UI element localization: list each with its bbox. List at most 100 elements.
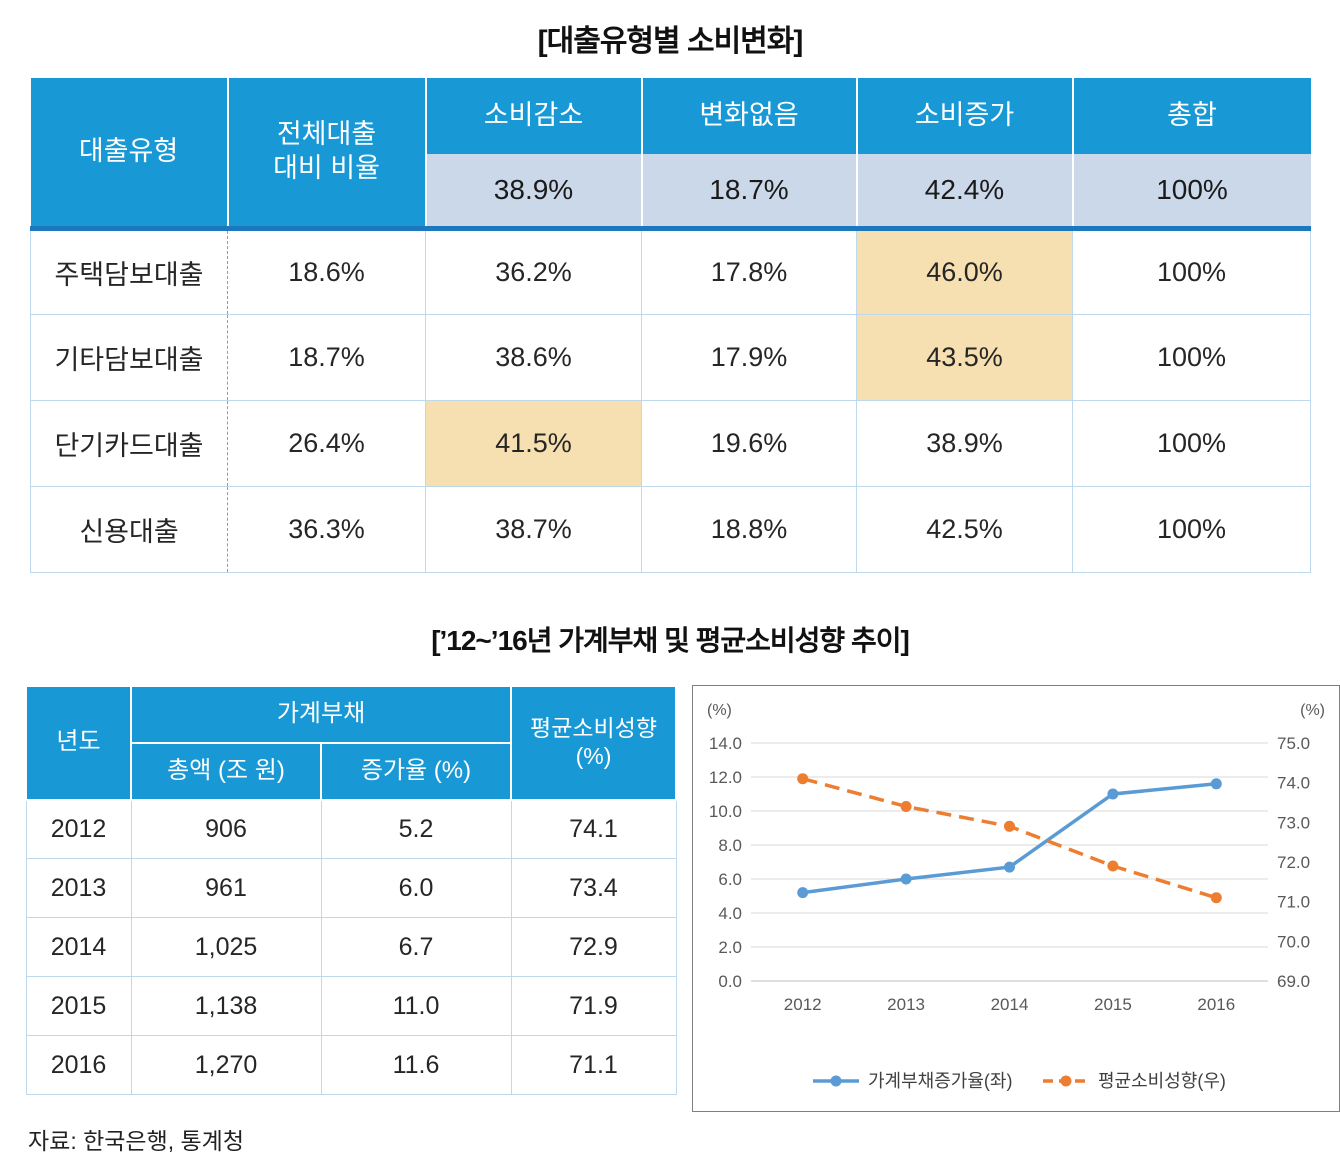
t2-cell: 74.1: [510, 799, 677, 859]
legend-marker-0: [830, 1075, 842, 1086]
t2-col-year: 년도: [25, 684, 132, 801]
t2-col-total: 총액 (조 원): [130, 741, 322, 801]
debt-vs-apc-line-chart: 0.0 2.0 4.0 6.0 8.0 10.0 12.0 14.0 69.0 70.0 71.0 7…: [692, 684, 1340, 1112]
left-axis-tick-label: 2.0: [718, 938, 742, 957]
t1-cell-highlighted: 41.5%: [425, 399, 642, 487]
t2-cell: 72.9: [510, 917, 677, 977]
t1-cell-highlighted: 43.5%: [856, 313, 1073, 401]
t2-cell: 6.0: [320, 858, 512, 918]
t2-cell: 5.2: [320, 799, 512, 859]
t2-cell: 6.7: [320, 917, 512, 977]
t1-overall-total: 100%: [1071, 154, 1311, 231]
t1-row-label: 기타담보대출: [30, 313, 228, 401]
t1-cell: 38.7%: [425, 485, 642, 573]
table-row: 단기카드대출 26.4% 41.5% 19.6% 38.9% 100%: [30, 399, 1311, 487]
t1-cell: 100%: [1072, 485, 1311, 573]
x-axis-tick-label: 2013: [887, 995, 925, 1014]
t1-cell: 100%: [1072, 399, 1311, 487]
t1-cell: 38.9%: [856, 399, 1073, 487]
t1-overall-nochange: 18.7%: [640, 154, 857, 231]
legend-label-0: 가계부채증가율(좌): [868, 1071, 1012, 1091]
left-axis-tick-label: 10.0: [709, 802, 742, 821]
legend-label-1: 평균소비성향(우): [1098, 1071, 1226, 1091]
t1-col-ratio-line1: 전체대출: [276, 119, 377, 149]
t1-col-nochange: 변화없음: [640, 78, 857, 154]
table1-title: [대출유형별 소비변화]: [537, 25, 804, 58]
t1-cell: 100%: [1072, 313, 1311, 401]
data-point-marker: [1107, 859, 1119, 871]
data-point-marker: [1004, 820, 1016, 832]
left-axis-tick-label: 8.0: [718, 836, 742, 855]
t1-cell: 18.8%: [641, 485, 857, 573]
t2-cell: 906: [130, 799, 322, 859]
left-axis-tick-label: 14.0: [709, 734, 742, 753]
t1-cell: 26.4%: [227, 399, 426, 487]
t1-col-decrease: 소비감소: [424, 78, 642, 154]
data-point-marker: [1107, 788, 1119, 799]
t2-cell: 1,270: [130, 1035, 322, 1095]
data-point-marker: [1004, 861, 1016, 873]
loan-type-consumption-table: 대출유형 전체대출 대비 비율 소비감소 변화없음 소비증가 총합 38.9% …: [30, 78, 1311, 573]
right-axis-tick-label: 75.0: [1277, 734, 1310, 753]
t1-cell: 36.3%: [227, 485, 426, 573]
data-point-marker: [797, 772, 809, 784]
table-row: 신용대출 36.3% 38.7% 18.8% 42.5% 100%: [30, 485, 1311, 573]
t1-cell: 42.5%: [856, 485, 1073, 573]
t2-year: 2012: [25, 799, 132, 859]
data-point-marker: [1210, 891, 1222, 903]
source-note: 자료: 한국은행, 통계청: [28, 1127, 245, 1154]
data-point-marker: [900, 873, 912, 884]
right-axis-tick-label: 71.0: [1277, 892, 1310, 911]
t1-cell: 17.8%: [641, 227, 857, 315]
right-axis-tick-label: 70.0: [1277, 932, 1310, 951]
t2-col-apc: 평균소비성향 (%): [510, 684, 678, 801]
t2-cell: 961: [130, 858, 322, 918]
t1-overall-row: 38.9% 18.7% 42.4% 100%: [31, 154, 1311, 231]
t2-cell: 11.0: [320, 976, 512, 1036]
t1-cell: 38.6%: [425, 313, 642, 401]
table-row: 2015 1,138 11.0 71.9: [25, 976, 677, 1036]
t1-cell: 18.6%: [227, 227, 426, 315]
t2-year: 2015: [25, 976, 132, 1036]
t1-cell: 18.7%: [227, 313, 426, 401]
left-axis-tick-label: 4.0: [718, 904, 742, 923]
right-axis-tick-label: 74.0: [1277, 773, 1310, 792]
t2-col-apc-line2: (%): [575, 742, 612, 769]
t1-col-ratio: 전체대출 대비 비율: [226, 78, 426, 231]
t2-cell: 11.6: [320, 1035, 512, 1095]
t1-cell: 36.2%: [425, 227, 642, 315]
right-axis-tick-label: 72.0: [1277, 853, 1310, 872]
t2-year: 2014: [25, 917, 132, 977]
table-row: 2013 961 6.0 73.4: [25, 858, 677, 918]
t2-cell: 71.1: [510, 1035, 677, 1095]
t1-overall-decrease: 38.9%: [424, 154, 642, 231]
right-axis-tick-label: 73.0: [1277, 813, 1310, 832]
t1-col-total: 총합: [1071, 78, 1311, 154]
t2-year: 2013: [25, 858, 132, 918]
series-line-1: [802, 776, 1217, 899]
table-row: 2016 1,270 11.6 71.1: [25, 1035, 677, 1095]
table-row: 기타담보대출 18.7% 38.6% 17.9% 43.5% 100%: [30, 313, 1311, 401]
t1-row-label: 주택담보대출: [30, 227, 228, 315]
legend-marker-1: [1060, 1075, 1072, 1086]
t2-cell: 73.4: [510, 858, 677, 918]
t1-cell: 17.9%: [641, 313, 857, 401]
series-line-0: [802, 781, 1217, 894]
t2-year: 2016: [25, 1035, 132, 1095]
x-axis-tick-label: 2014: [991, 995, 1029, 1014]
t1-overall-increase: 42.4%: [855, 154, 1073, 231]
t2-cell: 1,138: [130, 976, 322, 1036]
t1-cell-highlighted: 46.0%: [856, 227, 1073, 315]
right-axis-tick-label: 69.0: [1277, 972, 1310, 991]
t2-col-apc-line1: 평균소비성향: [530, 714, 657, 741]
left-axis-tick-label: 6.0: [718, 870, 742, 889]
data-point-marker: [1210, 777, 1222, 789]
data-point-marker: [797, 886, 809, 898]
t1-col-increase: 소비증가: [855, 78, 1073, 154]
x-axis-tick-label: 2015: [1094, 995, 1132, 1014]
section2-title: [’12~’16년 가계부채 및 평균소비성향 추이]: [431, 624, 910, 656]
table-row: 2014 1,025 6.7 72.9: [25, 917, 677, 977]
table-row: 2012 906 5.2 74.1: [25, 799, 677, 859]
t2-col-debt-group: 가계부채: [129, 684, 513, 744]
